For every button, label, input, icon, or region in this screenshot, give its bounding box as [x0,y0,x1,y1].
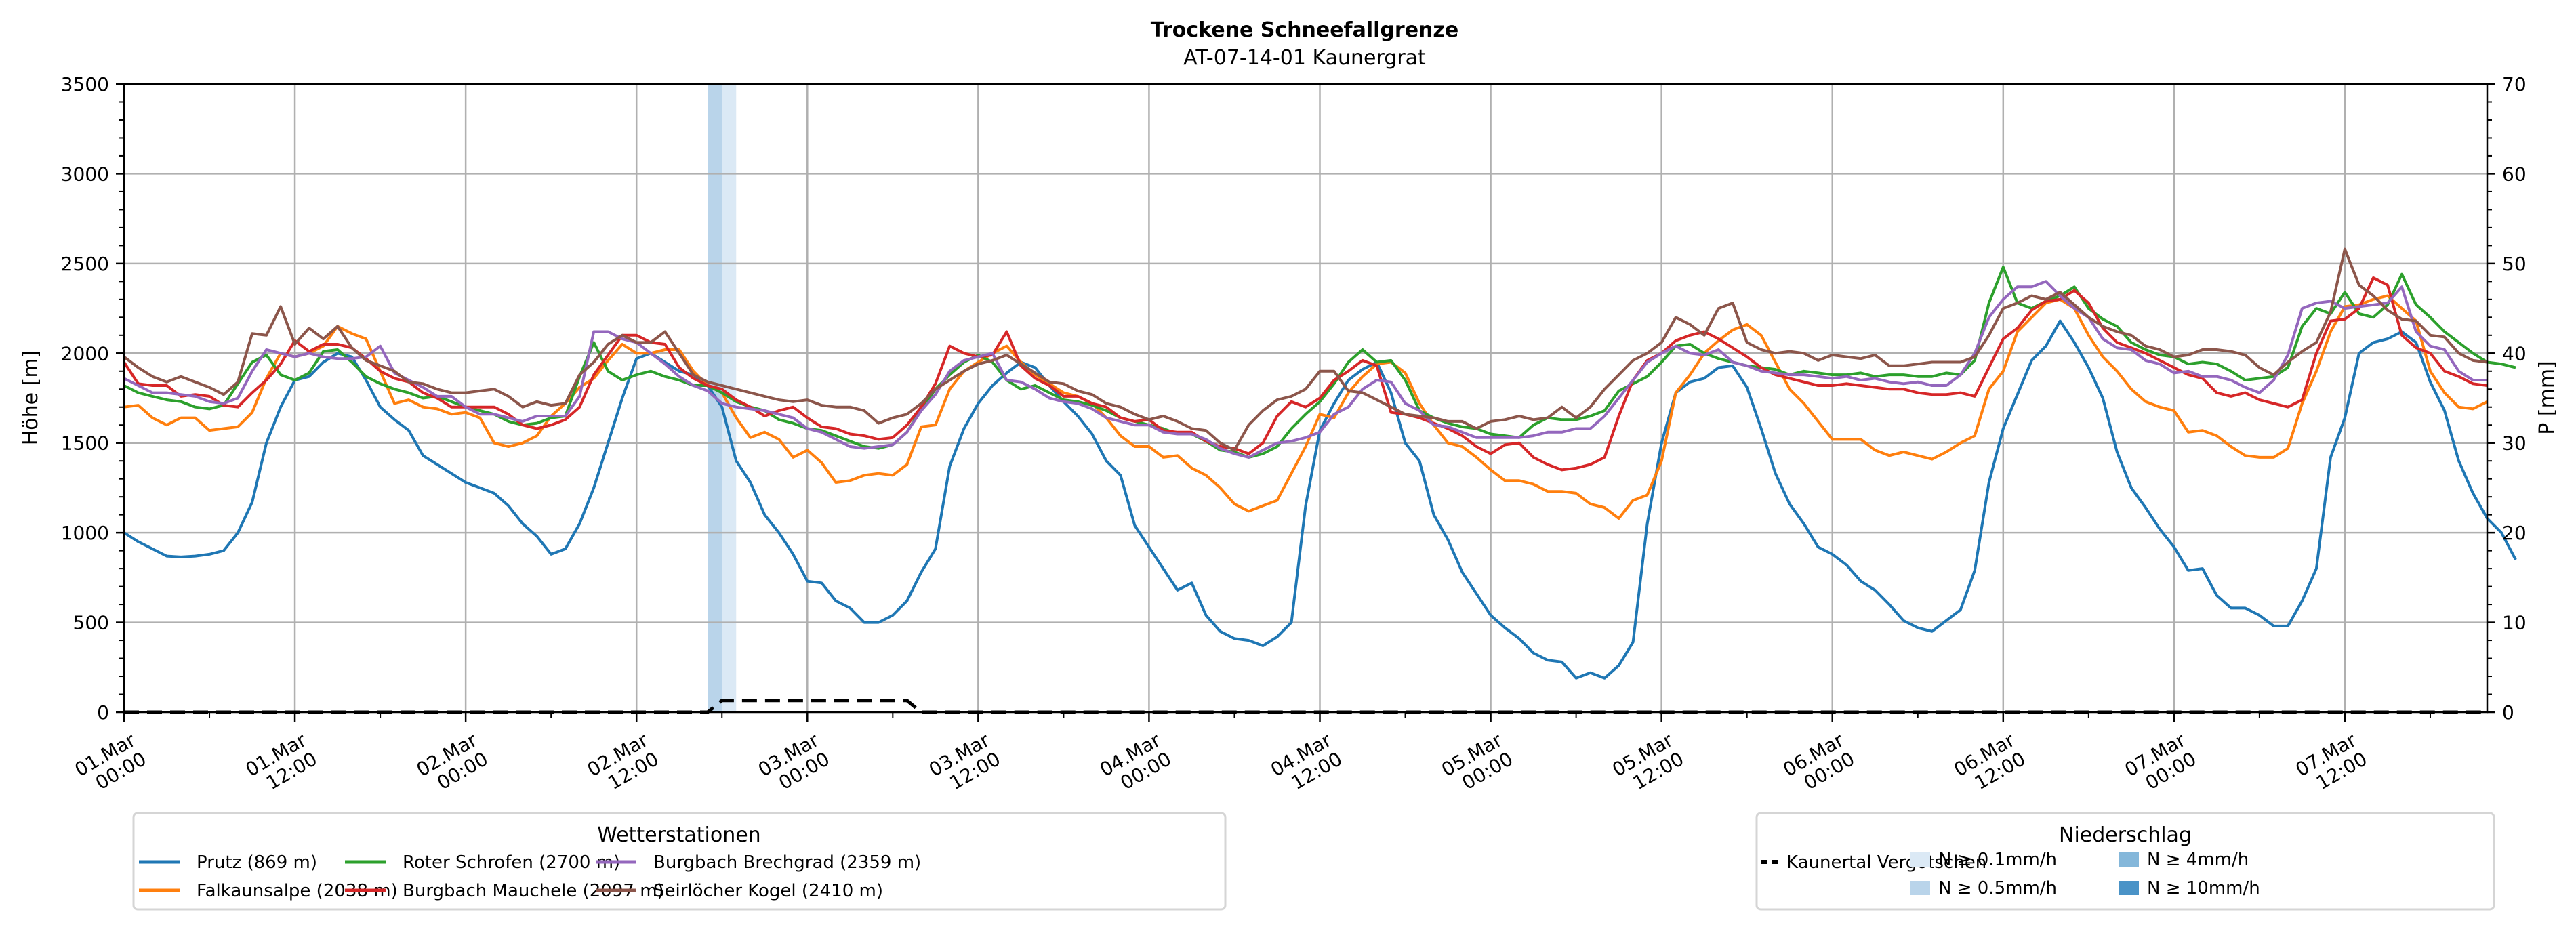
legend-entry-label: Prutz (869 m) [197,852,317,873]
y-tick-label: 3500 [61,73,109,96]
legend-stations-entries: Prutz (869 m)Falkaunsalpe (2038 m)Roter … [139,852,921,901]
legend-entry-label: Roter Schrofen (2700 m) [403,852,620,873]
y-tick-label: 0 [97,701,109,724]
y2-axis-label: P [mm] [2535,360,2559,434]
series-line [123,247,2488,452]
legend-precip-title: Niederschlag [2059,823,2192,847]
plot-frame [123,83,2489,714]
y-axis-right: 0 10 20 30 40 50 60 70 [2487,73,2527,724]
chart-title: Trockene Schneefallgrenze [1151,18,1458,42]
legend-level-label: N ≥ 0.5mm/h [1938,878,2057,899]
y2-tick-label: 0 [2502,701,2514,724]
y-axis-left: 0 500 1000 1500 2000 2500 3000 3500 [61,73,124,724]
series-line [123,280,2487,459]
y2-tick-label: 10 [2502,612,2527,634]
y-tick-label: 2000 [61,342,109,365]
y-tick-label: 500 [73,612,109,634]
y2-tick-label: 20 [2502,522,2527,544]
y-tick-label: 2500 [61,253,109,275]
series-line [123,294,2488,520]
series-layer [123,247,2517,680]
y2-tick-label: 60 [2502,163,2527,185]
legend-stations-box [132,812,1227,911]
y2-tick-label: 70 [2502,73,2527,96]
legend-level-swatch [2119,852,2139,867]
legend-stations-title: Wetterstationen [597,823,760,847]
legend-level-label: N ≥ 4mm/h [2147,850,2249,870]
y2-tick-label: 30 [2502,432,2527,455]
legend-precip: Niederschlag Kaunertal Vergötschen N ≥ 0… [1755,812,2495,911]
legend-level-swatch [1910,881,1930,895]
y2-tick-label: 40 [2502,342,2527,365]
legend-stations: Wetterstationen Prutz (869 m)Falkaunsalp… [132,812,1227,911]
legend-precip-levels: N ≥ 0.1mm/h N ≥ 0.5mm/h N ≥ 4mm/h N ≥ 10mm/… [1910,850,2260,899]
legend-level-label: N ≥ 0.1mm/h [1938,850,2057,870]
legend-level-label: N ≥ 10mm/h [2147,878,2260,899]
legend-level-swatch [1910,852,1930,867]
y-tick-label: 1500 [61,432,109,455]
y2-tick-label: 50 [2502,253,2527,275]
legend-precip-line-label: Kaunertal Vergötschen [1786,852,1986,873]
legend-level-swatch [2119,881,2139,895]
legend-entry-label: Burgbach Brechgrad (2359 m) [653,852,921,873]
y-axis-label: Höhe [m] [19,350,43,446]
legend-entry-label: Seirlöcher Kogel (2410 m) [653,881,883,901]
chart-subtitle: AT-07-14-01 Kaunergrat [1183,46,1426,70]
y-tick-label: 3000 [61,163,109,185]
y-tick-label: 1000 [61,522,109,544]
